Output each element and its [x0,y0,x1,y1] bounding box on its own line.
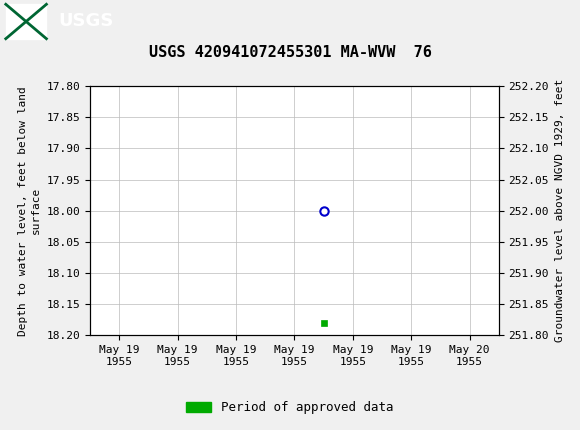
Text: USGS: USGS [58,12,113,31]
Y-axis label: Groundwater level above NGVD 1929, feet: Groundwater level above NGVD 1929, feet [554,79,564,342]
Bar [6,4,46,39]
Legend: Period of approved data: Period of approved data [181,396,399,419]
Y-axis label: Depth to water level, feet below land
surface: Depth to water level, feet below land su… [19,86,41,335]
Text: USGS 420941072455301 MA-WVW  76: USGS 420941072455301 MA-WVW 76 [148,45,432,60]
